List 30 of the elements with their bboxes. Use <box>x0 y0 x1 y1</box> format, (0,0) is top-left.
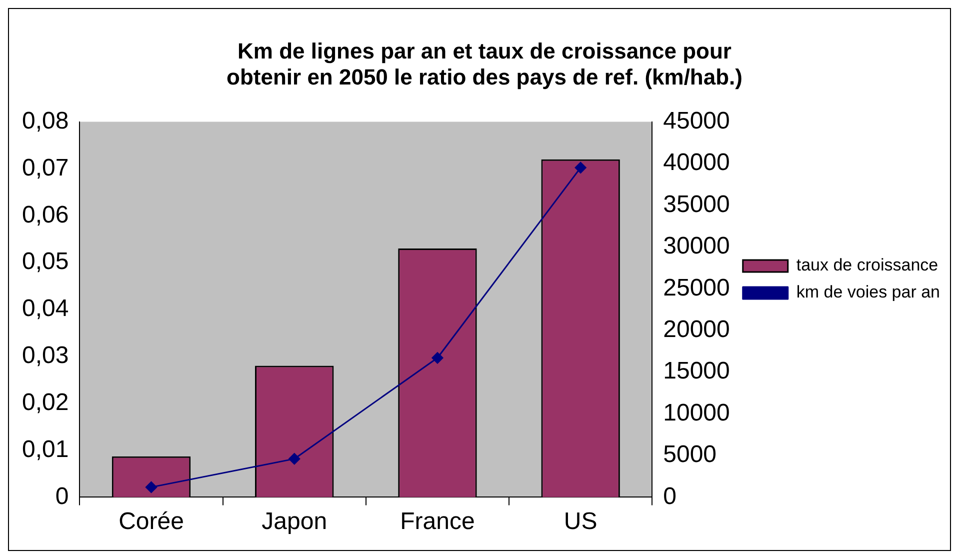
y2-tick-label: 10000 <box>663 399 730 426</box>
x-tick-label: US <box>564 508 598 536</box>
y2-tick-label: 15000 <box>663 358 730 385</box>
point <box>432 352 444 364</box>
y2-tick-label: 45000 <box>663 107 730 134</box>
y-tick-label: 0,02 <box>22 388 69 416</box>
legend-label: km de voies par an <box>796 282 940 302</box>
point <box>574 162 586 174</box>
y-tick-label: 0,08 <box>22 107 69 134</box>
y-tick-label: 0,06 <box>22 201 69 228</box>
y2-tick-label: 5000 <box>663 441 717 468</box>
y-tick-label: 0,04 <box>22 295 69 322</box>
y-tick-label: 0 <box>55 482 69 510</box>
point <box>146 481 158 493</box>
y2-tick-label: 20000 <box>663 316 730 343</box>
chart-title: Km de lignes par an et taux de croissance pour obtenir en 2050 le ratio des pays de ref. (km/hab.) <box>226 38 742 90</box>
y2-tick-label: 0 <box>663 482 676 510</box>
y-tick-label: 0,07 <box>22 154 69 182</box>
legend-label: taux de croissance <box>796 256 938 275</box>
y2-tick-label: 35000 <box>663 190 730 218</box>
y2-tick-label: 25000 <box>663 274 730 302</box>
x-tick-label: Corée <box>118 508 184 536</box>
y2-tick-label: 30000 <box>663 232 730 260</box>
x-tick-label: France <box>400 508 475 536</box>
y-tick-label: 0,01 <box>22 436 69 463</box>
y-tick-label: 0,03 <box>22 342 69 370</box>
y-tick-label: 0,05 <box>22 248 69 276</box>
point <box>288 453 300 465</box>
y2-tick-label: 40000 <box>663 149 730 176</box>
x-tick-label: Japon <box>262 508 328 536</box>
